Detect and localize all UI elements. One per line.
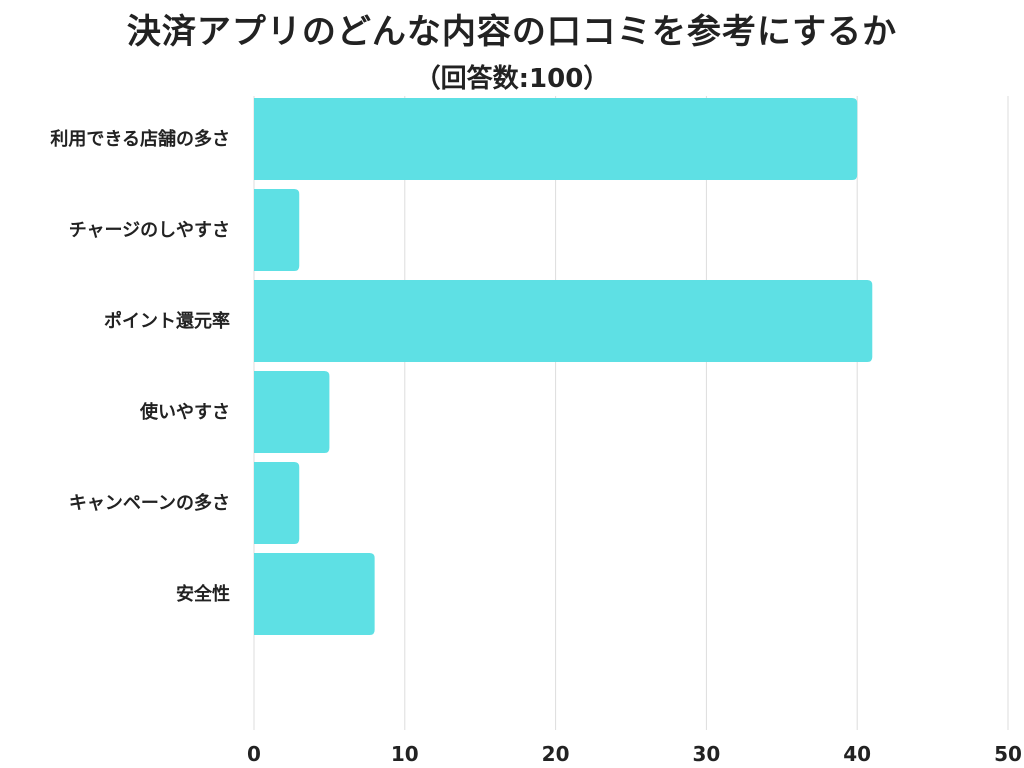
chart-subtitle: （回答数:100） [414,64,610,94]
x-tick-label: 20 [542,742,570,766]
category-label: キャンペーンの多さ [69,492,230,514]
bar [254,371,330,453]
bar [254,280,873,362]
category-label: ポイント還元率 [104,310,230,332]
x-tick-label: 0 [247,742,261,766]
category-label: チャージのしやすさ [69,220,230,241]
x-tick-labels: 0 10 20 30 40 50 [247,742,1022,766]
x-tick-label: 40 [843,742,871,766]
bar [254,462,300,544]
category-label: 利用できる店舗の多さ [50,128,230,150]
x-tick-label: 50 [994,742,1022,766]
x-tick-label: 10 [391,742,419,766]
category-label: 使いやすさ [139,402,230,423]
bars [254,98,873,635]
x-tick-label: 30 [692,742,720,766]
category-label: 安全性 [176,583,230,605]
bar [254,189,300,271]
bar [254,98,858,180]
bar [254,553,375,635]
chart-title: 決済アプリのどんな内容の口コミを参考にするか [126,12,898,52]
category-labels: 利用できる店舗の多さチャージのしやすさポイント還元率使いやすさキャンペーンの多さ… [50,128,230,605]
